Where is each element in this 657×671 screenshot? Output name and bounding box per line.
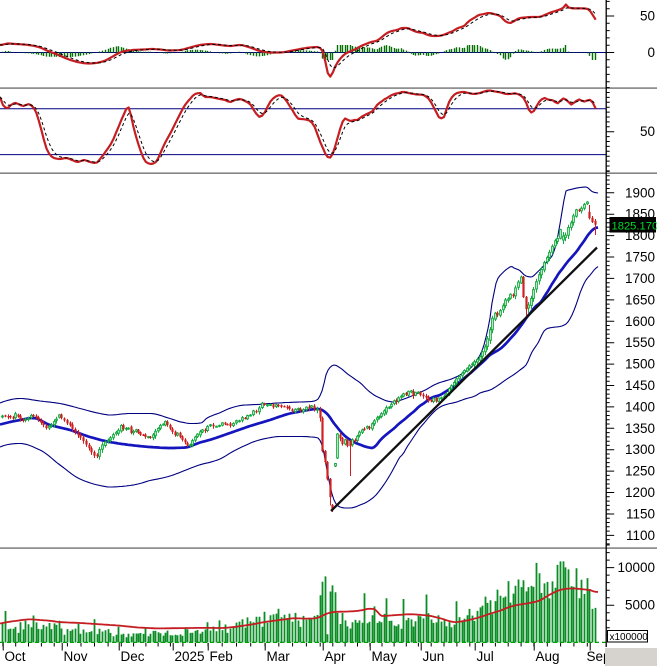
svg-text:1250: 1250 [625, 464, 655, 479]
svg-text:10000: 10000 [617, 560, 655, 575]
svg-text:2025: 2025 [175, 649, 205, 664]
svg-text:1500: 1500 [625, 357, 655, 372]
svg-text:Jul: Jul [477, 649, 494, 664]
svg-text:Feb: Feb [210, 649, 233, 664]
svg-text:1300: 1300 [625, 442, 655, 457]
svg-text:1150: 1150 [626, 507, 655, 522]
svg-text:1600: 1600 [625, 314, 655, 329]
svg-text:Apr: Apr [325, 649, 347, 664]
svg-text:0: 0 [647, 45, 655, 60]
svg-text:Mar: Mar [267, 649, 291, 664]
svg-text:5000: 5000 [625, 598, 655, 613]
svg-text:Dec: Dec [121, 649, 145, 664]
svg-text:1750: 1750 [625, 250, 655, 265]
svg-text:50: 50 [640, 124, 655, 139]
svg-text:Aug: Aug [536, 649, 560, 664]
svg-text:x100000: x100000 [610, 632, 649, 643]
svg-text:May: May [372, 649, 398, 664]
svg-text:1825.170: 1825.170 [612, 221, 657, 233]
svg-text:1650: 1650 [625, 292, 655, 307]
svg-text:1350: 1350 [625, 421, 655, 436]
svg-text:Oct: Oct [5, 649, 26, 664]
svg-text:1900: 1900 [625, 185, 655, 200]
svg-text:1550: 1550 [625, 335, 655, 350]
svg-text:1100: 1100 [626, 528, 655, 543]
svg-text:Nov: Nov [64, 649, 88, 664]
svg-text:1700: 1700 [625, 271, 655, 286]
svg-text:Jun: Jun [423, 649, 445, 664]
svg-text:50: 50 [640, 9, 655, 24]
svg-text:1200: 1200 [625, 485, 655, 500]
svg-text:1400: 1400 [625, 399, 655, 414]
svg-text:1450: 1450 [625, 378, 655, 393]
